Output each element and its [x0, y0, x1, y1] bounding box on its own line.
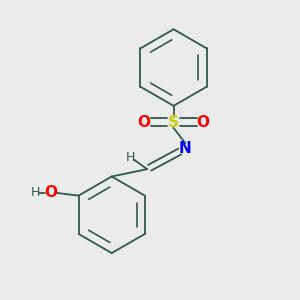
Text: O: O: [138, 115, 151, 130]
Text: H: H: [126, 151, 136, 164]
Text: N: N: [179, 141, 192, 156]
Text: O: O: [196, 115, 209, 130]
Text: H: H: [31, 186, 40, 199]
Text: S: S: [168, 115, 179, 130]
Text: O: O: [44, 185, 57, 200]
